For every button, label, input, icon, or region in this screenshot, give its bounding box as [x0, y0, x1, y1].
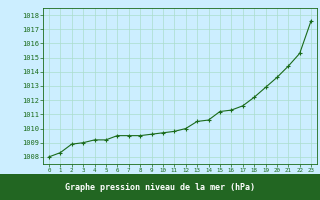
Text: Graphe pression niveau de la mer (hPa): Graphe pression niveau de la mer (hPa): [65, 182, 255, 192]
